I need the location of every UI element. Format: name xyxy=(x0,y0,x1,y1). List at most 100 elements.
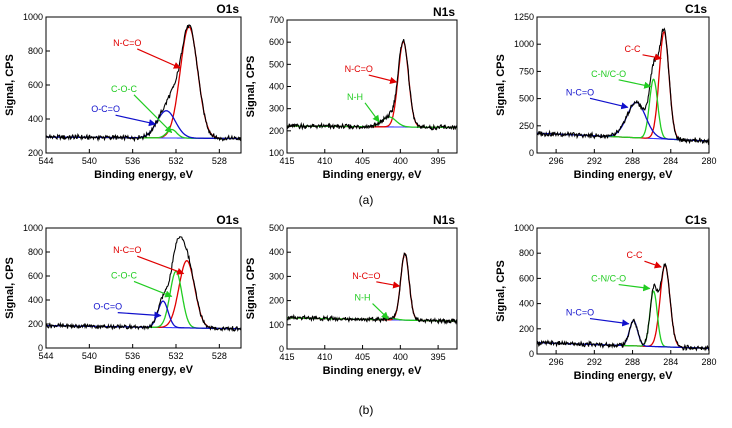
x-tick-label: 296 xyxy=(549,156,564,166)
y-axis-label: Signal, CPS xyxy=(4,257,16,319)
annotation-label: C-C xyxy=(626,250,642,260)
annotation-label: N-C=O xyxy=(352,271,380,281)
x-tick-label: 292 xyxy=(587,357,602,367)
x-tick-label: 292 xyxy=(587,156,602,166)
y-tick-label: 200 xyxy=(28,148,43,158)
y-tick-label: 200 xyxy=(28,319,43,329)
annotation-label: N-C=O xyxy=(566,308,594,318)
x-tick-label: 532 xyxy=(168,156,183,166)
experimental-line xyxy=(287,39,457,131)
annotation-arrow-N-C=O xyxy=(368,74,398,84)
plot-area-b-C1s xyxy=(537,262,709,352)
x-tick-label: 288 xyxy=(625,156,640,166)
annotation-arrow-C-N/C-O xyxy=(618,79,652,89)
x-axis-label: Binding energy, eV xyxy=(323,169,422,181)
annotation-arrow-C-C xyxy=(644,260,662,269)
y-tick-label: 400 xyxy=(28,114,43,124)
caption-a: (a) xyxy=(359,193,374,207)
experimental-line xyxy=(46,236,241,332)
y-tick-label: 600 xyxy=(28,271,43,281)
y-tick-label: 600 xyxy=(28,80,43,90)
x-tick-label: 540 xyxy=(82,351,97,361)
annotation-arrow-N-C=O xyxy=(376,281,401,289)
panel-title: O1s xyxy=(216,213,239,227)
annotation-arrow-O-C=O xyxy=(117,311,162,319)
plot-area-a-N1s xyxy=(287,39,457,131)
plot-area-a-C1s xyxy=(537,27,709,146)
annotation-label: N-H xyxy=(355,293,371,303)
x-axis-label: Binding energy, eV xyxy=(574,370,673,382)
y-tick-label: 500 xyxy=(269,59,284,69)
panel-title: N1s xyxy=(433,5,455,19)
component-line-N-C=O xyxy=(46,260,241,330)
y-tick-label: 0 xyxy=(38,343,43,353)
annotation-arrow-C-N/C-O xyxy=(618,283,651,292)
experimental-line xyxy=(287,252,457,325)
x-tick-label: 288 xyxy=(625,357,640,367)
x-tick-label: 528 xyxy=(212,156,227,166)
y-tick-label: 250 xyxy=(519,121,534,131)
x-tick-label: 415 xyxy=(279,352,294,362)
x-axis-label: Binding energy, eV xyxy=(574,169,673,181)
annotation-label: C-O-C xyxy=(111,270,137,280)
y-axis-label: Signal, CPS xyxy=(245,258,257,320)
annotation-label: N-C=O xyxy=(113,38,141,48)
y-tick-label: 600 xyxy=(269,37,284,47)
experimental-line xyxy=(537,27,709,146)
x-axis-label: Binding energy, eV xyxy=(323,365,422,377)
annotation-label: C-O-C xyxy=(111,84,137,94)
x-tick-label: 400 xyxy=(393,156,408,166)
x-tick-label: 536 xyxy=(125,351,140,361)
annotation-arrow-N-C=O xyxy=(137,255,185,275)
x-tick-label: 536 xyxy=(125,156,140,166)
y-tick-label: 800 xyxy=(28,247,43,257)
annotation-arrow-N-H xyxy=(364,102,380,123)
y-tick-label: 400 xyxy=(269,247,284,257)
x-axis-label: Binding energy, eV xyxy=(94,169,193,181)
y-tick-label: 200 xyxy=(519,324,534,334)
experimental-line xyxy=(46,24,241,143)
y-tick-label: 100 xyxy=(269,320,284,330)
x-tick-label: 284 xyxy=(663,156,678,166)
x-tick-label: 410 xyxy=(317,352,332,362)
annotation-arrow-N-C=O xyxy=(589,97,629,110)
x-tick-label: 284 xyxy=(663,357,678,367)
x-tick-label: 280 xyxy=(701,156,716,166)
x-tick-label: 280 xyxy=(701,357,716,367)
annotation-arrow-C-O-C xyxy=(133,94,173,134)
xps-panel-b-C1s: 296 292 288 284 280 0 200 400 600 800 1000 Binding … xyxy=(495,213,717,382)
caption-b: (b) xyxy=(359,403,374,417)
plot-frame xyxy=(45,16,242,154)
x-tick-label: 405 xyxy=(355,352,370,362)
y-tick-label: 700 xyxy=(269,15,284,25)
xps-panel-b-N1s: 415 410 405 400 395 0 100 200 300 400 500 Binding e… xyxy=(245,213,458,377)
x-tick-label: 395 xyxy=(431,156,446,166)
panel-title: O1s xyxy=(216,2,239,16)
panel-title: N1s xyxy=(433,213,455,227)
annotation-label: N-C=O xyxy=(345,64,373,74)
annotation-arrow-O-C=O xyxy=(115,114,157,127)
annotation-label: C-C xyxy=(625,44,641,54)
x-tick-label: 544 xyxy=(38,351,53,361)
y-tick-label: 0 xyxy=(279,344,284,354)
y-tick-label: 1000 xyxy=(23,223,43,233)
x-axis-label: Binding energy, eV xyxy=(94,364,193,376)
component-line-C-N/C-O xyxy=(537,290,709,349)
y-tick-label: 500 xyxy=(269,223,284,233)
x-tick-label: 532 xyxy=(168,351,183,361)
annotation-label: C-N/C-O xyxy=(591,274,626,284)
xps-panel-a-C1s: 296 292 288 284 280 0 250 500 750 1000 1250 Binding… xyxy=(495,2,717,181)
y-tick-label: 1250 xyxy=(514,12,534,22)
annotation-arrow-N-H xyxy=(372,303,389,320)
annotation-arrow-N-C=O xyxy=(137,48,181,69)
xps-panel-b-O1s: 544 540 536 532 528 0 200 400 600 800 1000 Binding … xyxy=(4,213,242,376)
annotation-label: O-C=O xyxy=(91,104,120,114)
y-tick-label: 400 xyxy=(519,299,534,309)
component-line-C-N/C-O xyxy=(537,78,709,142)
y-axis-label: Signal, CPS xyxy=(495,260,507,322)
annotation-arrow-C-C xyxy=(642,53,662,61)
xps-panel-a-O1s: 544 540 536 532 528 200 400 600 800 1000 Binding e… xyxy=(4,2,242,181)
x-tick-label: 405 xyxy=(355,156,370,166)
x-tick-label: 528 xyxy=(212,351,227,361)
